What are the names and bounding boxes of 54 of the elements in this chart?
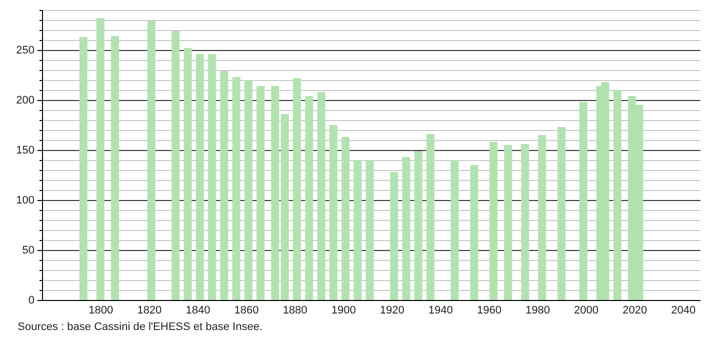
bar — [172, 31, 180, 300]
bar — [208, 54, 216, 300]
y-tick-label: 150 — [16, 144, 34, 156]
bar — [244, 80, 252, 300]
bar — [490, 142, 498, 300]
bar — [256, 86, 265, 300]
y-tick-label: 200 — [16, 94, 34, 106]
bar — [147, 21, 156, 300]
x-tick-label: 1860 — [234, 304, 259, 316]
bar — [354, 160, 362, 300]
bar — [414, 151, 422, 300]
bar — [329, 125, 338, 300]
bar — [470, 165, 478, 300]
bar — [342, 137, 350, 300]
bar — [521, 144, 530, 300]
x-tick-label: 1820 — [137, 304, 162, 316]
bar — [110, 36, 119, 300]
bar — [280, 114, 289, 300]
bar — [196, 54, 204, 300]
x-tick-label: 1800 — [88, 304, 114, 316]
y-tick-label: 0 — [28, 294, 34, 306]
bar — [366, 160, 374, 300]
bar — [96, 18, 104, 300]
x-tick-label: 2000 — [574, 304, 599, 316]
x-tick-label: 1940 — [428, 304, 453, 316]
bar — [450, 160, 459, 300]
x-tick-label: 1900 — [331, 304, 356, 316]
x-tick-label: 1920 — [380, 304, 404, 316]
bar — [317, 92, 326, 300]
x-tick-label: 1880 — [282, 304, 308, 316]
bar — [390, 172, 398, 300]
y-tick-label: 50 — [22, 244, 34, 256]
source-note: Sources : base Cassini de l'EHESS et base Insee. — [18, 321, 262, 333]
x-tick-label: 1960 — [476, 304, 502, 316]
x-tick-label: 1980 — [526, 304, 550, 316]
bar — [402, 157, 410, 300]
bar — [305, 96, 314, 300]
bar — [426, 134, 434, 300]
y-tick-label: 100 — [16, 194, 34, 206]
bar — [292, 78, 301, 300]
x-tick-label: 2020 — [622, 304, 648, 316]
bar — [558, 127, 566, 300]
bar — [538, 135, 546, 300]
x-tick-label: 2040 — [671, 304, 696, 316]
bar — [220, 71, 228, 300]
bar — [504, 145, 512, 300]
bar — [271, 86, 280, 300]
bar — [579, 102, 588, 300]
x-tick-label: 1840 — [186, 304, 210, 316]
bar — [613, 90, 622, 300]
bar — [184, 48, 192, 300]
bar — [79, 37, 88, 300]
bar — [232, 77, 240, 300]
y-tick-label: 250 — [16, 44, 34, 56]
